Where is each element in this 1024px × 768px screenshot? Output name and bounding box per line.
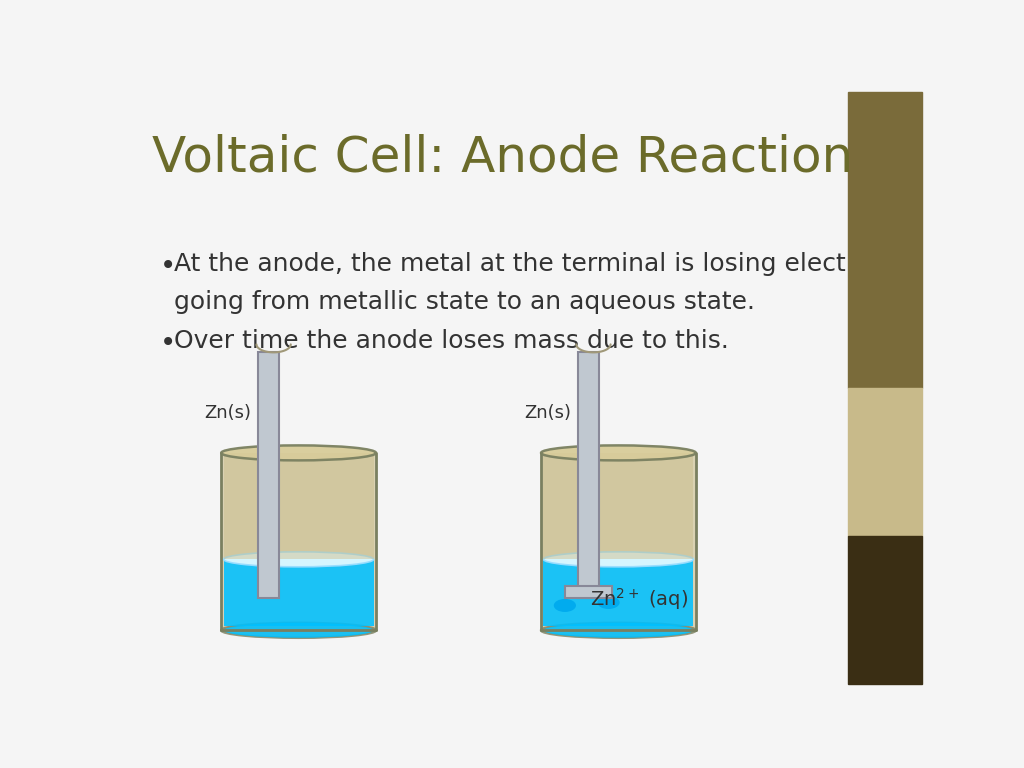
- Ellipse shape: [597, 596, 620, 609]
- Text: •: •: [160, 252, 176, 280]
- FancyBboxPatch shape: [258, 353, 280, 598]
- Ellipse shape: [541, 623, 696, 637]
- FancyBboxPatch shape: [221, 453, 376, 631]
- Text: going from metallic state to an aqueous state.: going from metallic state to an aqueous …: [174, 290, 755, 314]
- Ellipse shape: [223, 623, 374, 637]
- FancyBboxPatch shape: [578, 353, 599, 598]
- Ellipse shape: [221, 623, 376, 637]
- FancyBboxPatch shape: [564, 586, 612, 598]
- Ellipse shape: [541, 445, 696, 460]
- FancyBboxPatch shape: [223, 559, 374, 626]
- FancyBboxPatch shape: [544, 453, 693, 559]
- Text: At the anode, the metal at the terminal is losing electrons: At the anode, the metal at the terminal …: [174, 252, 900, 276]
- Bar: [848, 92, 922, 388]
- FancyBboxPatch shape: [223, 453, 374, 559]
- Text: •: •: [160, 329, 176, 356]
- Text: Zn(s): Zn(s): [524, 404, 571, 422]
- Ellipse shape: [544, 552, 693, 567]
- Text: Zn$^{2+}$ (aq): Zn$^{2+}$ (aq): [590, 587, 688, 613]
- Bar: [848, 536, 922, 684]
- FancyBboxPatch shape: [544, 559, 693, 626]
- Bar: [848, 388, 922, 536]
- Text: Over time the anode loses mass due to this.: Over time the anode loses mass due to th…: [174, 329, 729, 353]
- FancyBboxPatch shape: [541, 453, 696, 631]
- Ellipse shape: [221, 445, 376, 460]
- Text: Zn(s): Zn(s): [205, 404, 252, 422]
- Ellipse shape: [544, 623, 693, 637]
- Ellipse shape: [554, 599, 575, 612]
- Text: Voltaic Cell: Anode Reaction: Voltaic Cell: Anode Reaction: [152, 134, 853, 181]
- Ellipse shape: [223, 552, 374, 567]
